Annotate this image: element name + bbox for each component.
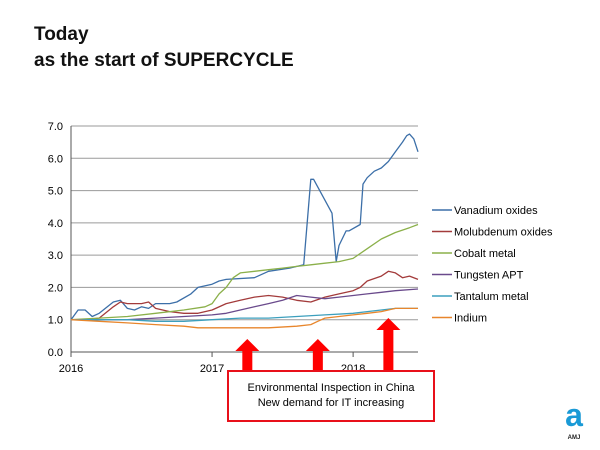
- y-tick-label: 5.0: [48, 186, 63, 198]
- legend-label: Tantalum metal: [454, 291, 529, 303]
- series-line: [71, 288, 419, 321]
- title-line-2: as the start of SUPERCYCLE: [34, 50, 294, 71]
- series-line: [70, 223, 419, 321]
- callout-box: Environmental Inspection in China New de…: [227, 370, 435, 422]
- legend-entry: Molubdenum oxides: [432, 227, 553, 239]
- y-tick-label: 4.0: [48, 218, 63, 230]
- y-tick-label: 1.0: [48, 315, 63, 327]
- legend-label: Vanadium oxides: [454, 205, 538, 217]
- y-tick-label: 0.0: [48, 347, 63, 359]
- y-tick-label: 2.0: [48, 282, 63, 294]
- amj-logo-mark: a: [565, 397, 583, 433]
- logo-glyph: a: [565, 400, 583, 430]
- x-tick-label: 2017: [200, 363, 224, 375]
- legend-label: Tungsten APT: [454, 270, 524, 282]
- amj-logo: a AMJ: [559, 397, 589, 442]
- series-line: [70, 133, 419, 321]
- callout-line-2: New demand for IT increasing: [257, 397, 405, 409]
- callout-line-1: Environmental Inspection in China: [247, 382, 415, 394]
- series-line: [70, 307, 418, 329]
- y-tick-label: 3.0: [48, 250, 63, 262]
- up-arrow: [305, 339, 330, 392]
- y-tick-label: 7.0: [48, 121, 63, 133]
- series-line: [71, 307, 418, 322]
- legend-entry: Vanadium oxides: [432, 205, 538, 217]
- legend-entry: Tungsten APT: [432, 270, 524, 282]
- legend-label: Indium: [454, 313, 487, 325]
- legend-label: Cobalt metal: [454, 248, 516, 260]
- y-tick-label: 6.0: [48, 153, 63, 165]
- legend-label: Molubdenum oxides: [454, 227, 553, 239]
- legend-entry: Cobalt metal: [432, 248, 516, 260]
- logo-text: AMJ: [567, 435, 581, 441]
- legend-entry: Tantalum metal: [432, 291, 529, 303]
- page-title: Today as the start of SUPERCYCLE: [34, 22, 294, 74]
- up-arrow: [376, 318, 401, 392]
- up-arrow: [235, 339, 260, 392]
- legend-entry: Indium: [432, 313, 487, 325]
- x-tick-label: 2016: [59, 363, 83, 375]
- title-line-1: Today: [34, 24, 89, 45]
- series-line: [71, 270, 419, 321]
